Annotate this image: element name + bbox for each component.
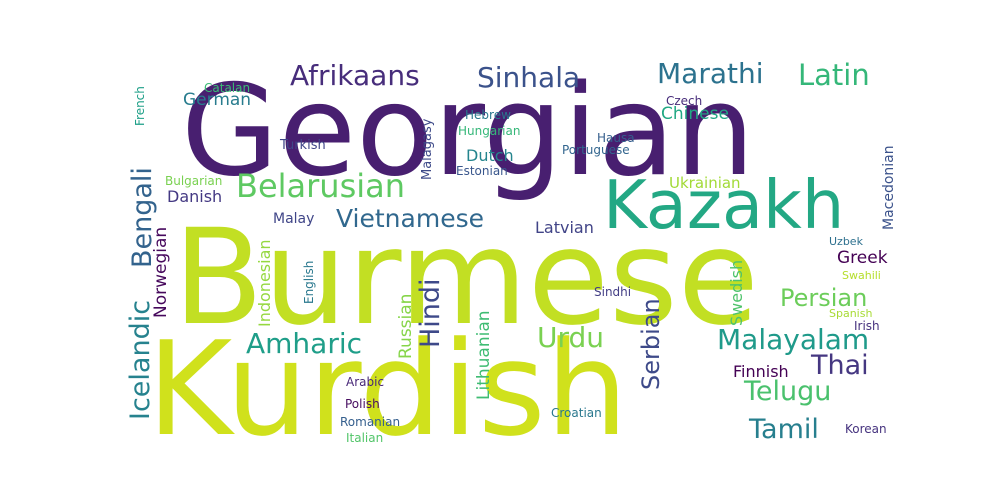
word-urdu: Urdu [537, 321, 605, 354]
word-chinese: Chinese [661, 104, 729, 124]
word-thai: Thai [811, 350, 869, 381]
word-polish: Polish [345, 397, 380, 411]
word-korean: Korean [845, 422, 887, 436]
word-macedonian: Macedonian [881, 145, 897, 230]
word-norwegian: Norwegian [151, 226, 171, 318]
word-irish: Irish [854, 319, 880, 333]
word-serbian: Serbian [637, 298, 665, 390]
word-sindhi: Sindhi [594, 285, 632, 299]
word-latin: Latin [798, 62, 870, 92]
word-english: English [302, 260, 316, 304]
word-amharic: Amharic [246, 327, 363, 360]
word-dutch: Dutch [466, 146, 514, 165]
word-greek: Greek [837, 248, 888, 268]
word-malay: Malay [273, 211, 315, 227]
word-malagasy: Malagasy [420, 118, 435, 180]
word-afrikaans: Afrikaans [290, 62, 420, 92]
word-finnish: Finnish [733, 362, 789, 381]
word-tamil: Tamil [749, 414, 819, 445]
word-croatian: Croatian [551, 406, 602, 420]
word-romanian: Romanian [340, 415, 401, 429]
word-kurdish: Kurdish [147, 313, 629, 452]
word-uzbek: Uzbek [829, 235, 863, 248]
word-portuguese: Portuguese [562, 143, 630, 157]
word-arabic: Arabic [346, 375, 385, 389]
word-bulgarian: Bulgarian [165, 174, 223, 188]
word-sinhala: Sinhala [477, 62, 581, 94]
word-danish: Danish [167, 187, 223, 206]
word-ukrainian: Ukrainian [669, 174, 741, 192]
word-hebrew: Hebrew [465, 108, 511, 122]
word-turkish: Turkish [280, 138, 326, 153]
word-cloud: Georgian Burmese Kurdish Kazakh Afrikaan… [125, 62, 899, 452]
word-latvian: Latvian [535, 218, 594, 237]
word-marathi: Marathi [657, 62, 764, 90]
word-french: French [133, 86, 147, 126]
word-swahili: Swahili [842, 269, 881, 282]
word-swedish: Swedish [727, 259, 746, 326]
word-hindi: Hindi [415, 278, 446, 348]
word-vietnamese: Vietnamese [336, 204, 484, 233]
word-lithuanian: Lithuanian [474, 310, 494, 400]
word-estonian: Estonian [456, 164, 508, 178]
word-hausa: Hausa [597, 131, 635, 145]
word-czech: Czech [666, 94, 703, 108]
word-belarusian: Belarusian [236, 167, 406, 205]
word-persian: Persian [780, 284, 868, 312]
word-telugu: Telugu [744, 376, 832, 407]
word-russian: Russian [396, 293, 416, 359]
word-malayalam: Malayalam [717, 323, 870, 356]
word-italian: Italian [346, 431, 384, 445]
word-burmese: Burmese [173, 201, 759, 355]
word-german: German [183, 90, 252, 110]
word-hungarian: Hungarian [458, 124, 521, 138]
word-catalan: Catalan [204, 81, 251, 95]
word-icelandic: Icelandic [125, 299, 156, 420]
word-georgian: Georgian [181, 62, 755, 204]
word-kazakh: Kazakh [603, 166, 845, 244]
word-indonesian: Indonesian [255, 239, 274, 327]
word-spanish: Spanish [829, 307, 873, 320]
